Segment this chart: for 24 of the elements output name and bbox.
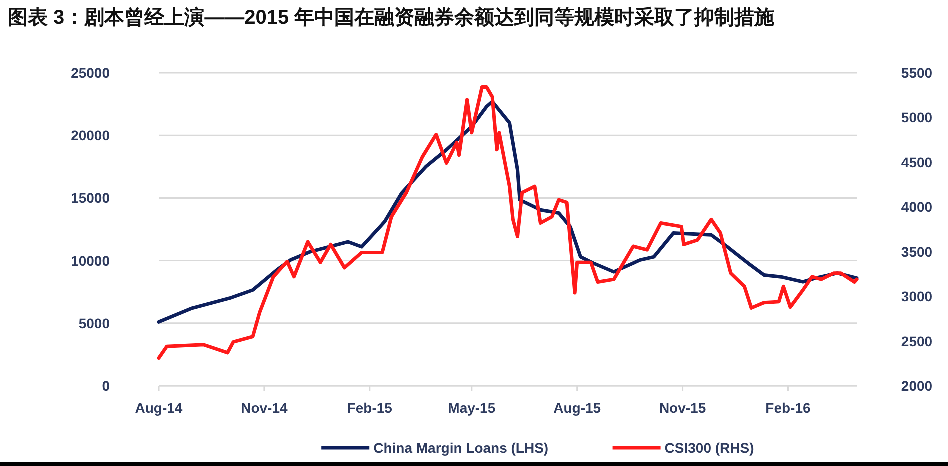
- y2-tick-label: 5500: [901, 65, 933, 81]
- x-tick-label: Feb-15: [347, 400, 393, 416]
- legend-label: CSI300 (RHS): [664, 440, 754, 456]
- x-tick-label: May-15: [448, 400, 496, 416]
- y-tick-label: 20000: [71, 128, 110, 144]
- y-tick-label: 0: [102, 378, 110, 394]
- x-tick-label: Nov-15: [659, 400, 706, 416]
- y2-tick-label: 2500: [901, 333, 933, 350]
- y-tick-label: 15000: [71, 190, 110, 206]
- y2-tick-label: 3000: [901, 288, 933, 305]
- y2-tick-label: 3500: [901, 244, 933, 260]
- y-tick-label: 10000: [71, 252, 110, 269]
- x-tick-label: Feb-16: [766, 400, 812, 416]
- y2-tick-label: 4500: [901, 154, 933, 170]
- y2-tick-label: 2000: [901, 378, 933, 394]
- x-tick-label: Nov-14: [241, 400, 288, 416]
- y-tick-label: 25000: [71, 65, 110, 81]
- y-tick-label: 5000: [78, 315, 110, 332]
- x-tick-label: Aug-14: [135, 400, 183, 416]
- y2-tick-label: 4000: [901, 199, 933, 216]
- y2-tick-label: 5000: [901, 110, 933, 126]
- chart-title: 图表 3：剧本曾经上演——2015 年中国在融资融券余额达到同等规模时采取了抑制措施: [8, 6, 775, 29]
- legend-label: China Margin Loans (LHS): [374, 440, 549, 456]
- x-tick-label: Aug-15: [554, 400, 602, 416]
